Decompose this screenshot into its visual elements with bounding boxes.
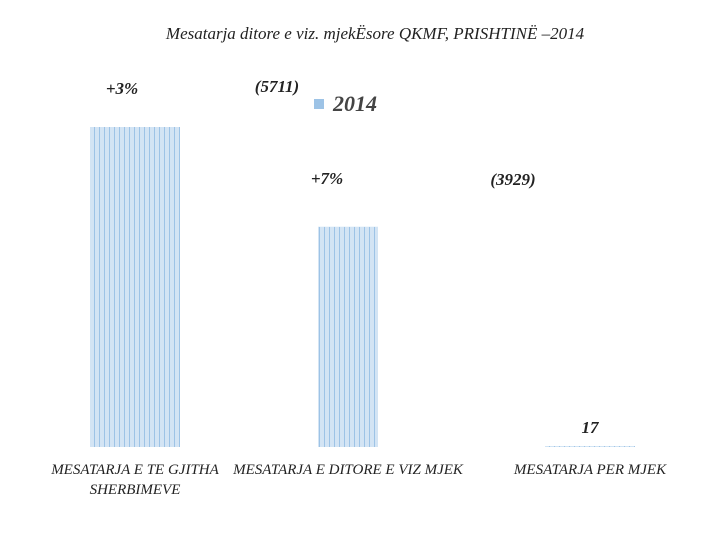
x-tick-label: MESATARJA E DITORE E VIZ MJEK [233,462,463,478]
bar-stripes [90,127,180,447]
chart-title: Mesatarja ditore e viz. mjekËsore QKMF, … [165,24,585,43]
legend-label: 2014 [332,91,377,116]
annotation: +3% [106,79,138,98]
data-label: (3929) [490,170,535,189]
legend-swatch [314,99,324,109]
annotation: +7% [311,169,343,188]
data-label: (5711) [255,77,299,96]
x-tick-label: MESATARJA E TE GJITHA SHERBIMEVE [51,462,219,498]
x-tick-label: MESATARJA PER MJEK [513,462,667,478]
data-label: 17 [582,418,601,437]
bar-stripes [318,226,378,447]
bar-stripes [545,446,635,447]
